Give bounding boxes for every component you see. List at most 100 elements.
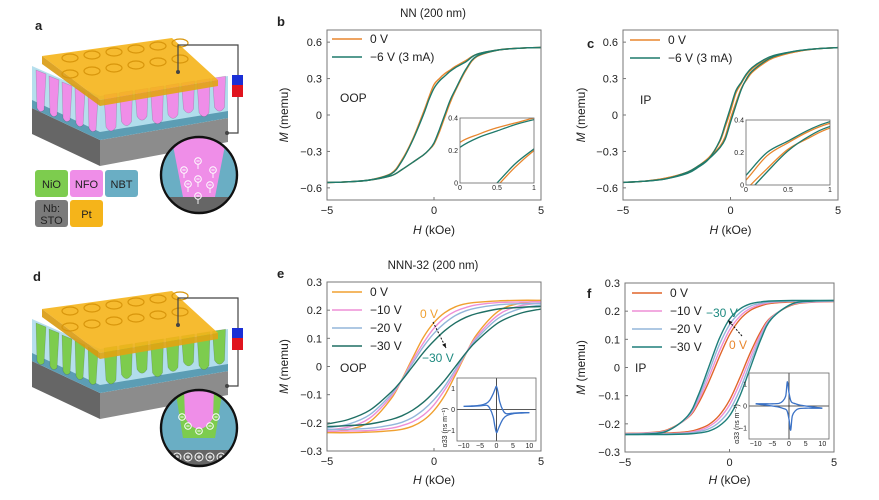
x-tick-label: 5 — [835, 205, 841, 217]
y-tick-label: −0.1 — [598, 391, 620, 403]
inset-x-tick-label: −10 — [458, 443, 470, 450]
inset-x-tick-label: 10 — [818, 441, 826, 448]
inset-y-tick-label: 0.4 — [734, 118, 744, 125]
series-group — [623, 46, 838, 184]
pt-electrode-front — [100, 80, 218, 106]
inset-series-line — [460, 118, 534, 149]
x-tick-label: −5 — [617, 205, 630, 217]
x-axis-unit: (kOe) — [422, 473, 455, 487]
series-line-10V-descending — [327, 301, 541, 431]
pt-texture — [61, 322, 79, 332]
battery-icon — [232, 85, 243, 97]
legend-label: 0 V — [670, 286, 688, 300]
y-axis-label: M (memu) — [277, 88, 291, 143]
legend: 0 V −6 V (3 mA) — [630, 33, 732, 65]
substrate-front-face — [100, 371, 228, 419]
y-tick-label: 0.6 — [307, 37, 322, 49]
inset-x-tick-label: 0.5 — [783, 187, 793, 194]
pt-texture — [83, 303, 101, 313]
x-axis-unit: (kOe) — [422, 223, 455, 237]
y-axis-var: M — [277, 132, 291, 142]
y-axis-label: M (memu) — [277, 339, 291, 394]
annotation-label: 0 V — [729, 338, 747, 352]
pt-texture — [127, 44, 145, 54]
y-tick-label: 0.3 — [307, 74, 322, 86]
grain — [61, 334, 73, 375]
series-line-30V-descending — [625, 299, 834, 436]
legend-label: −6 V (3 mA) — [370, 50, 434, 64]
y-tick-label: 0 — [612, 110, 618, 122]
legend-label: −20 V — [370, 321, 402, 335]
x-axis-var: H — [709, 223, 718, 237]
swatch — [35, 200, 68, 227]
series-line-30V-ascending — [327, 308, 541, 428]
inset-x-tick-label: 0.5 — [492, 185, 502, 192]
legend-label: STO — [40, 215, 63, 227]
series-line-20V-descending — [327, 302, 541, 429]
inset-y-tick-label: 0 — [740, 183, 744, 190]
pt-texture — [105, 63, 123, 73]
battery-icon — [232, 328, 243, 338]
legend-label: −30 V — [670, 340, 702, 354]
inset-y-tick-label: 0.4 — [448, 116, 458, 123]
substrate-left-face — [32, 361, 100, 419]
panel-label-a: a — [35, 18, 43, 33]
nbt-bottom-band — [100, 364, 228, 393]
inset-x-tick-label: 5 — [511, 443, 515, 450]
inset-plot: 0 0.5 1 0 0.2 0.4 — [734, 118, 832, 195]
panel-label-d: d — [33, 269, 41, 284]
ion-icon — [206, 422, 214, 430]
grain — [87, 346, 99, 385]
pt-texture — [149, 57, 167, 67]
chart-panel-e: e NNN-32 (200 nm) −5 0 5 −0.3 −0.2 −0.1 0 0.1 0.2 0… — [277, 260, 544, 487]
inset-frame — [748, 372, 830, 440]
legend: 0 V −10 V −20 V −30 V — [332, 285, 402, 353]
series-line-6V3mA-descending — [623, 46, 838, 184]
inset-background — [746, 120, 830, 185]
wire — [177, 297, 239, 328]
pt-electrode-side — [42, 309, 100, 359]
charts: b NN (200 nm) −5 0 5 −0.6 −0.3 0 0.3 0.6 H (kOe) M … — [277, 8, 841, 487]
y-tick-label: −0.3 — [598, 447, 620, 459]
nbt-bottom-band — [100, 111, 228, 140]
inset-y-label: α33 (ns m⁻¹) — [442, 408, 449, 448]
inset-branch-1 — [755, 403, 823, 431]
legend-label: 0 V — [668, 33, 686, 47]
series-line-0V-descending — [327, 299, 541, 433]
inset-x-tick-label: 0 — [458, 185, 462, 192]
trend-arrow — [432, 321, 447, 349]
x-tick-label: −5 — [619, 457, 632, 469]
schematic-nfo-device — [32, 38, 243, 215]
wire — [227, 97, 239, 134]
series-line-6V3mA-ascending — [623, 46, 838, 184]
zoom-circle-content — [161, 137, 237, 213]
x-tick-label: 5 — [538, 456, 544, 468]
y-axis-unit: (memu) — [277, 339, 291, 384]
inset-series-line — [746, 120, 830, 177]
inset-y-tick-label: 1 — [743, 382, 747, 389]
inset-series — [457, 378, 536, 441]
legend-label: −20 V — [670, 322, 702, 336]
substrate-left-face — [32, 108, 100, 166]
charge-icon — [194, 452, 204, 462]
inset-y-tick-label: 0 — [454, 181, 458, 188]
pt-texture — [171, 54, 189, 64]
pt-electrode-side — [42, 56, 100, 106]
ion-icon — [195, 427, 203, 435]
y-tick-label: −0.6 — [300, 183, 322, 195]
series-line-6V3mA-descending — [327, 46, 541, 184]
legend-label: NiO — [42, 179, 61, 191]
inset-x-tick-label: −5 — [476, 443, 484, 450]
inset-y-tick-label: 0.2 — [734, 150, 744, 157]
y-tick-label: −0.3 — [300, 146, 322, 158]
grain — [35, 69, 47, 112]
swatch — [70, 200, 103, 227]
series-line-6V3mA-ascending — [327, 46, 541, 184]
measurement-mode-label: OOP — [340, 91, 367, 105]
legend-label: NFO — [75, 179, 99, 191]
grain — [48, 75, 60, 117]
pt-texture — [105, 300, 123, 310]
wire — [227, 350, 239, 387]
pt-texture — [83, 319, 101, 329]
